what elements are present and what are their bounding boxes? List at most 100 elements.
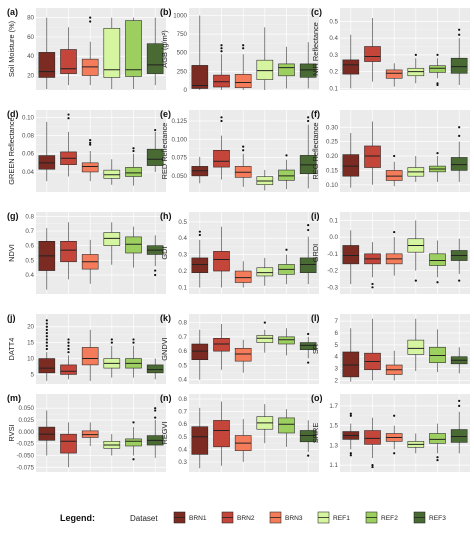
box-REF3: [450, 347, 468, 374]
y-tick-label: 0.3: [178, 459, 187, 466]
panel-background: [189, 394, 319, 472]
legend-label: BRN1: [189, 515, 207, 522]
panel-background: [340, 394, 470, 472]
outlier-point: [67, 344, 70, 347]
iqr-box: [125, 438, 142, 447]
iqr-box: [278, 169, 295, 181]
y-axis-title: NIR Reflectance: [311, 22, 320, 76]
y-tick-label: 0.0: [329, 234, 338, 241]
y-tick-label: 0.7: [178, 409, 187, 416]
box-REF2: [429, 240, 446, 284]
outlier-point: [263, 321, 266, 324]
box-REF3: [299, 420, 317, 457]
panel-background: [189, 212, 319, 294]
y-axis-title: REGVI: [160, 422, 169, 445]
y-tick-label: 0.5: [178, 219, 187, 226]
legend-item-REF2: REF2: [365, 511, 398, 524]
y-tick-label: 500: [177, 50, 188, 57]
y-tick-label: 0.30: [326, 124, 339, 131]
iqr-box: [256, 59, 274, 80]
box-BRN1: [342, 412, 360, 457]
box-REF2: [125, 421, 142, 461]
y-tick-label: 1.3: [329, 442, 338, 449]
y-tick-label: 0.1: [329, 217, 338, 224]
y-tick-label: 0.6: [25, 243, 34, 250]
panel-letter: (f): [311, 109, 320, 119]
y-tick-label: 3: [335, 366, 339, 373]
y-tick-label: 0.08: [22, 133, 35, 140]
iqr-box: [342, 154, 360, 177]
y-tick-label: 0.1: [329, 85, 338, 92]
y-axis-title: REG Reflectance: [311, 122, 320, 179]
y-tick-label: 0.100: [172, 136, 188, 143]
outlier-point: [307, 332, 310, 336]
box-REF1: [407, 433, 425, 454]
box-BRN2: [213, 116, 230, 180]
iqr-box: [60, 364, 77, 375]
iqr-box: [213, 149, 230, 168]
outlier-point: [198, 233, 201, 237]
outlier-point: [67, 351, 70, 354]
panel-4: 0.050 0.075 0.100 0.125(e) RED Reflectance: [160, 109, 319, 192]
y-tick-label: 750: [177, 31, 188, 38]
iqr-box: [191, 65, 209, 89]
outlier-point: [349, 454, 352, 457]
panel-letter: (i): [311, 211, 320, 221]
y-tick-label: 0.20: [326, 153, 339, 160]
box-BRN1: [38, 17, 56, 90]
iqr-box: [364, 145, 381, 168]
panel-background: [189, 8, 319, 90]
y-tick-label: -0.1: [327, 251, 338, 258]
y-tick-label: 0.5: [178, 434, 187, 441]
outlier-point: [242, 47, 245, 50]
panels: 20 40 60 80 (a) Soil Moisture (%) 0 250 500 750 10…: [7, 7, 470, 472]
panel-background: [36, 314, 166, 384]
outlier-point: [307, 361, 310, 364]
iqr-box: [125, 167, 142, 177]
y-tick-label: 0.8: [178, 396, 187, 403]
outlier-point: [436, 53, 439, 56]
panel-letter: (d): [7, 109, 19, 119]
y-tick-label: 15: [27, 340, 34, 347]
outlier-point: [45, 338, 48, 341]
box-BRN1: [342, 34, 360, 89]
outlier-point: [89, 138, 92, 142]
outlier-point: [307, 228, 310, 232]
panel-11: 2 3 4 5 6 7 (l) SR: [311, 313, 470, 384]
box-BRN1: [191, 156, 209, 184]
panel-letter: (m): [7, 393, 21, 403]
box-BRN3: [385, 350, 403, 381]
box-BRN3: [385, 414, 403, 455]
outlier-point: [67, 341, 70, 344]
box-REF2: [125, 338, 142, 378]
box-REF2: [278, 46, 295, 89]
box-REF1: [103, 159, 121, 185]
y-tick-label: 0.25: [326, 139, 339, 146]
outlier-point: [110, 338, 113, 341]
box-BRN1: [38, 319, 56, 381]
y-tick-label: 0.025: [19, 417, 35, 424]
box-REF3: [146, 358, 164, 380]
box-REF2: [429, 423, 446, 462]
outlier-point: [242, 145, 245, 148]
box-REF3: [450, 28, 468, 85]
iqr-box: [146, 148, 164, 166]
iqr-box: [278, 336, 295, 345]
outlier-point: [132, 149, 135, 153]
iqr-box: [299, 342, 317, 350]
panel-letter: (o): [311, 393, 323, 403]
y-tick-label: 0.06: [22, 151, 35, 158]
panel-background: [340, 314, 470, 384]
iqr-box: [256, 335, 274, 343]
iqr-box: [213, 251, 230, 272]
iqr-box: [234, 270, 252, 283]
panel-letter: (k): [160, 313, 171, 323]
legend-item-BRN1: BRN1: [173, 511, 207, 524]
iqr-box: [278, 63, 295, 77]
box-REF3: [450, 238, 468, 282]
box-BRN3: [81, 16, 99, 86]
outlier-point: [307, 454, 310, 457]
box-REF2: [278, 409, 295, 447]
y-tick-label: 0.10: [22, 114, 35, 121]
outlier-point: [436, 83, 439, 87]
